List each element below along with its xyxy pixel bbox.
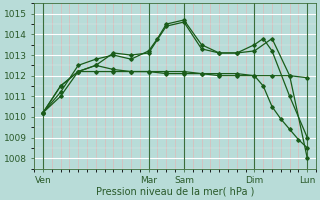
X-axis label: Pression niveau de la mer( hPa ): Pression niveau de la mer( hPa ) xyxy=(96,187,254,197)
